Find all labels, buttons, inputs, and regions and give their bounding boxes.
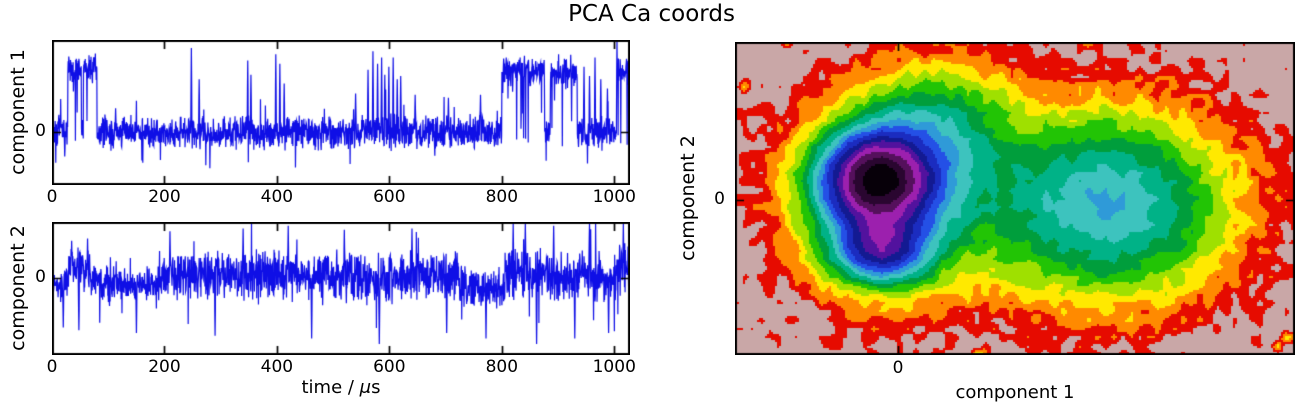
ts2-xlabel-suffix: s (371, 377, 381, 398)
ts2-xtick-labels: 0 200 400 600 800 1000 (47, 357, 636, 377)
x-tick-label: 200 (148, 357, 181, 377)
pca-density-contour-plot (735, 42, 1295, 355)
figure-title: PCA Ca coords (568, 1, 735, 27)
component1-timeseries-plot (52, 40, 630, 185)
x-tick-label: 1000 (592, 187, 636, 207)
x-tick-label: 400 (260, 187, 294, 207)
x-tick-label: 200 (148, 187, 181, 207)
x-tick-label: 1000 (592, 357, 636, 377)
component2-timeseries-plot (52, 222, 630, 355)
x-tick-label: 0 (46, 187, 58, 207)
ts2-xlabel: time / μs (0, 377, 682, 398)
ts1-ytick-zero: 0 (35, 121, 46, 141)
ts1-ylabel: component 1 (7, 49, 29, 175)
ts2-ylabel: component 2 (7, 225, 29, 351)
contour-xlabel: component 1 (955, 382, 1075, 403)
x-tick-label: 600 (373, 357, 406, 377)
x-tick-label: 600 (373, 187, 406, 207)
ts1-xtick-labels: 0 200 400 600 800 1000 (47, 187, 636, 207)
x-tick-label: 0 (46, 357, 58, 377)
x-tick-label: 800 (485, 357, 519, 377)
x-tick-label: 800 (485, 187, 519, 207)
ts2-ytick-zero: 0 (35, 267, 46, 287)
contour-xtick-zero: 0 (892, 358, 904, 378)
ts2-xlabel-prefix: time / (301, 377, 360, 398)
mu-symbol: μ (359, 377, 372, 398)
contour-ytick-zero: 0 (714, 189, 725, 209)
x-tick-label: 400 (260, 357, 294, 377)
